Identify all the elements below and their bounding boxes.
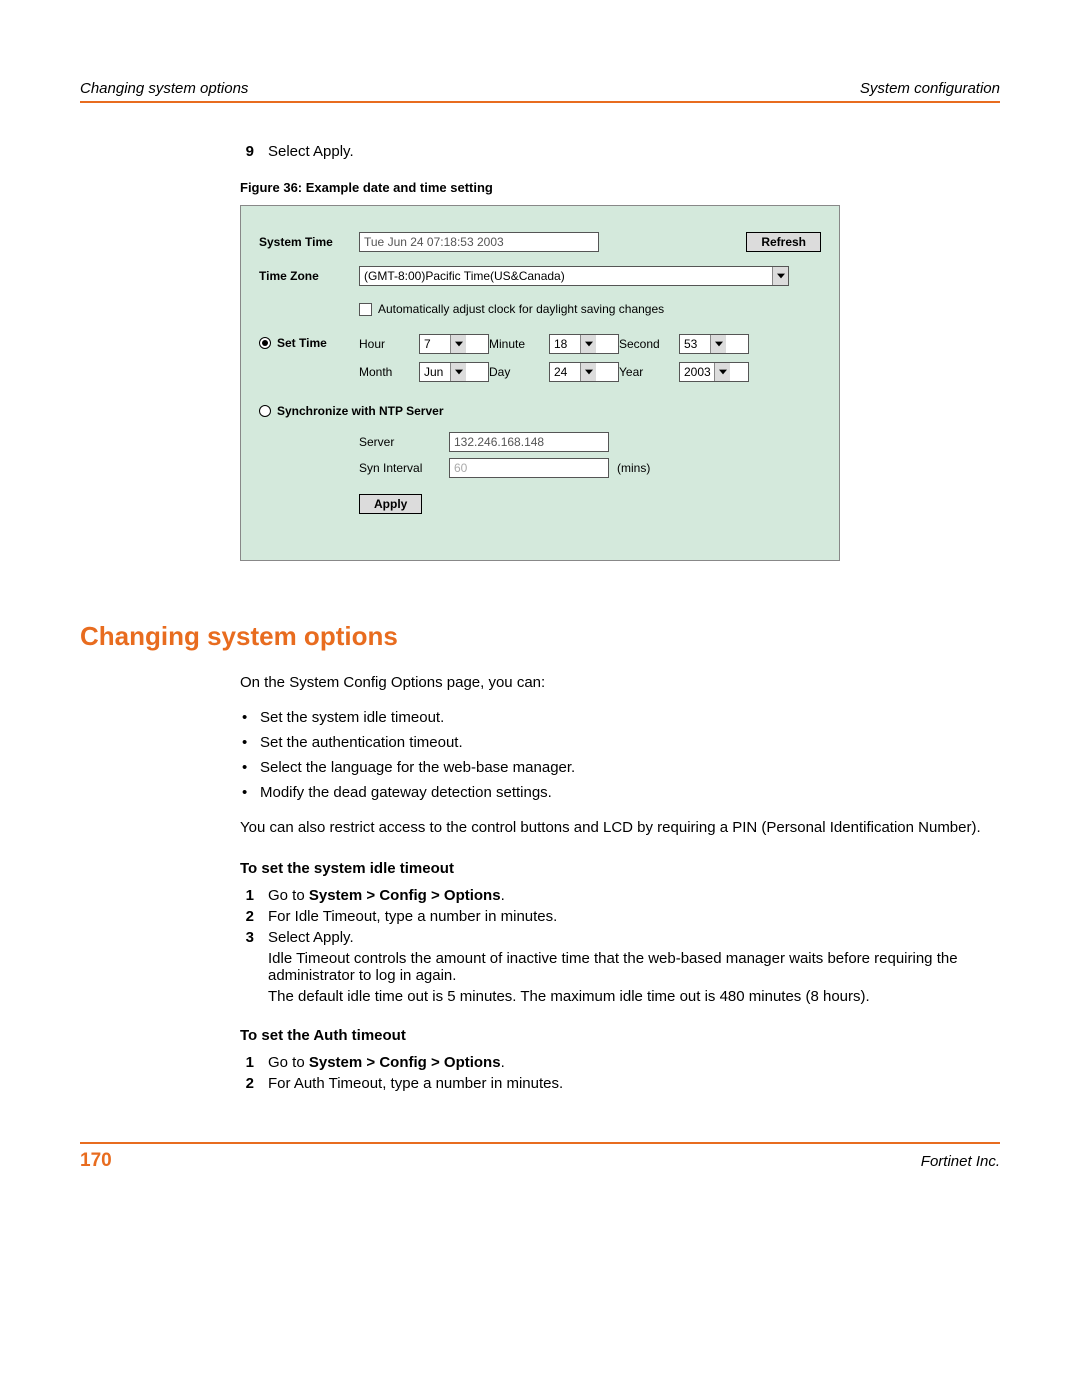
auth-step-1-text: Go to System > Config > Options. [268, 1054, 1000, 1071]
dropdown-arrow-icon [714, 363, 730, 381]
dst-label: Automatically adjust clock for daylight … [378, 302, 664, 316]
dropdown-arrow-icon [772, 267, 788, 285]
hour-label: Hour [359, 337, 419, 351]
step-9-number: 9 [240, 143, 268, 160]
section-title: Changing system options [80, 621, 1000, 652]
second-select[interactable]: 53 [679, 334, 749, 354]
year-label: Year [619, 365, 679, 379]
idle-step-1-number: 1 [240, 887, 268, 904]
section-intro: On the System Config Options page, you c… [240, 672, 1000, 693]
header-right: System configuration [860, 80, 1000, 97]
hour-select[interactable]: 7 [419, 334, 489, 354]
auth-step-2-number: 2 [240, 1075, 268, 1092]
set-time-label: Set Time [277, 336, 327, 350]
timezone-value: (GMT-8:00)Pacific Time(US&Canada) [360, 269, 772, 283]
system-time-field[interactable] [359, 232, 599, 252]
timezone-select[interactable]: (GMT-8:00)Pacific Time(US&Canada) [359, 266, 789, 286]
minute-select[interactable]: 18 [549, 334, 619, 354]
dropdown-arrow-icon [710, 335, 726, 353]
dropdown-arrow-icon [450, 363, 466, 381]
idle-step-3-text: Select Apply. [268, 929, 1000, 946]
apply-button[interactable]: Apply [359, 494, 422, 514]
pin-note: You can also restrict access to the cont… [240, 817, 1000, 838]
day-select[interactable]: 24 [549, 362, 619, 382]
ntp-radio[interactable] [259, 405, 271, 417]
second-label: Second [619, 337, 679, 351]
dst-checkbox[interactable] [359, 303, 372, 316]
timezone-label: Time Zone [259, 269, 359, 283]
idle-step-2-text: For Idle Timeout, type a number in minut… [268, 908, 1000, 925]
auth-step-2-text: For Auth Timeout, type a number in minut… [268, 1075, 1000, 1092]
syn-interval-label: Syn Interval [359, 461, 449, 475]
bullet-item: Modify the dead gateway detection settin… [260, 782, 1000, 803]
idle-step-3-number: 3 [240, 929, 268, 946]
day-label: Day [489, 365, 549, 379]
month-label: Month [359, 365, 419, 379]
month-select[interactable]: Jun [419, 362, 489, 382]
options-bullet-list: Set the system idle timeout. Set the aut… [240, 707, 1000, 803]
idle-step-2-number: 2 [240, 908, 268, 925]
idle-note-1: Idle Timeout controls the amount of inac… [268, 950, 1000, 984]
bullet-item: Set the system idle timeout. [260, 707, 1000, 728]
auth-step-1-number: 1 [240, 1054, 268, 1071]
idle-step-1-text: Go to System > Config > Options. [268, 887, 1000, 904]
ntp-server-label: Server [359, 435, 449, 449]
page-number: 170 [80, 1150, 112, 1172]
syn-interval-field [449, 458, 609, 478]
dropdown-arrow-icon [450, 335, 466, 353]
figure-caption: Figure 36: Example date and time setting [240, 180, 1000, 195]
refresh-button[interactable]: Refresh [746, 232, 821, 252]
minute-label: Minute [489, 337, 549, 351]
dropdown-arrow-icon [580, 363, 596, 381]
dropdown-arrow-icon [580, 335, 596, 353]
mins-label: (mins) [617, 461, 650, 475]
step-9-text: Select Apply. [268, 143, 1000, 160]
datetime-screenshot: System Time Refresh Time Zone (GMT-8:00)… [240, 205, 840, 561]
ntp-server-field[interactable] [449, 432, 609, 452]
footer-company: Fortinet Inc. [921, 1153, 1000, 1170]
set-time-radio[interactable] [259, 337, 271, 349]
ntp-label: Synchronize with NTP Server [277, 404, 444, 418]
bullet-item: Select the language for the web-base man… [260, 757, 1000, 778]
idle-note-2: The default idle time out is 5 minutes. … [268, 988, 1000, 1005]
header-left: Changing system options [80, 80, 248, 97]
bullet-item: Set the authentication timeout. [260, 732, 1000, 753]
idle-timeout-heading: To set the system idle timeout [240, 860, 1000, 877]
system-time-label: System Time [259, 235, 359, 249]
year-select[interactable]: 2003 [679, 362, 749, 382]
auth-timeout-heading: To set the Auth timeout [240, 1027, 1000, 1044]
